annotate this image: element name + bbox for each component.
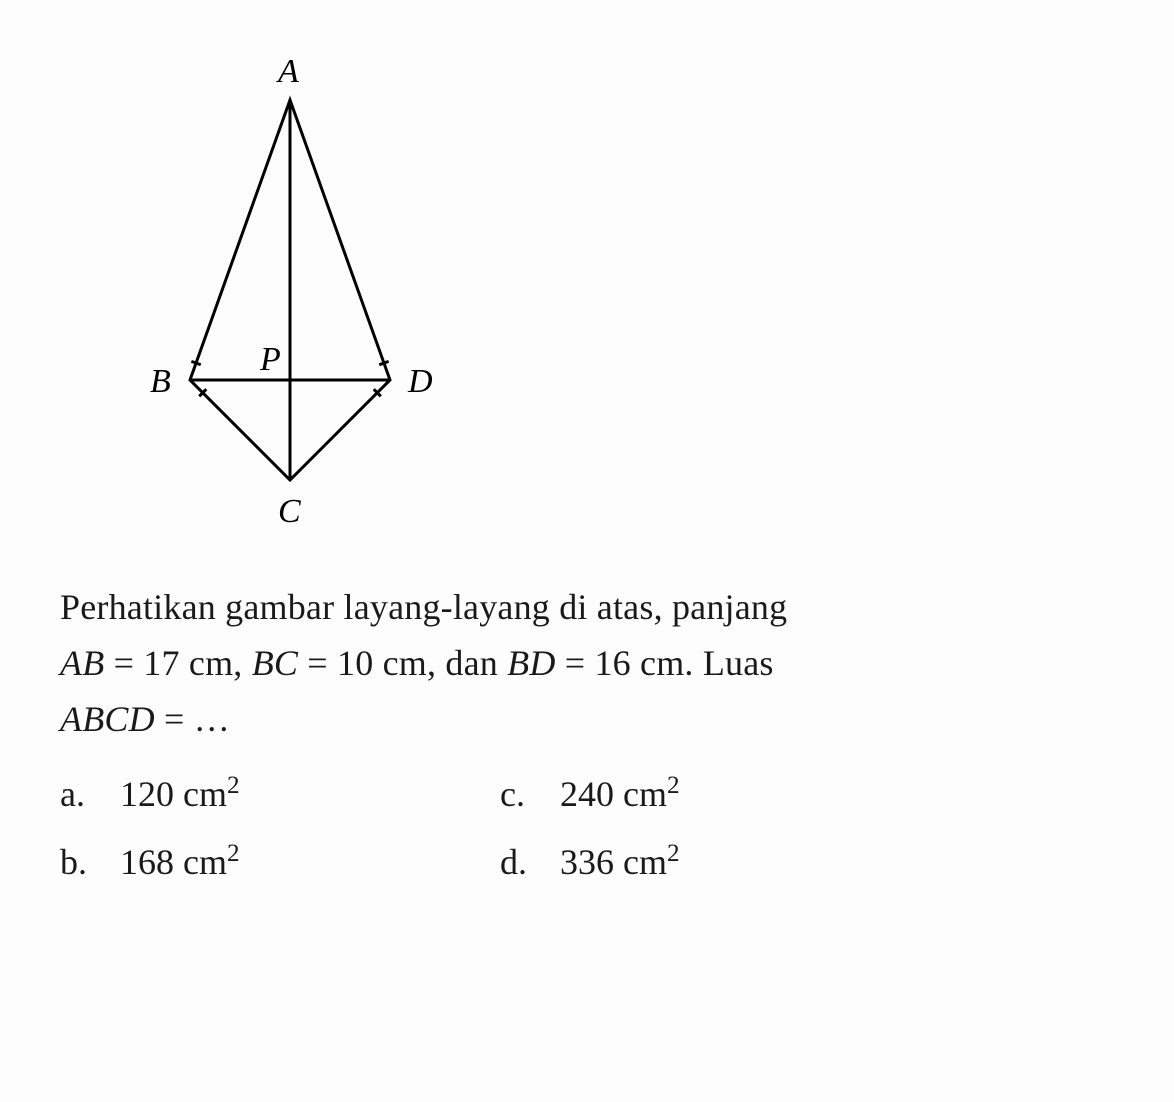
var-abcd: ABCD	[60, 699, 155, 739]
option-b-label: b.	[60, 841, 120, 883]
option-c: c. 240 cm2	[500, 772, 880, 815]
question-text: Perhatikan gambar layang-layang di atas,…	[60, 580, 1114, 747]
option-a: a. 120 cm2	[60, 772, 440, 815]
option-b-value: 168 cm2	[120, 840, 240, 883]
option-b: b. 168 cm2	[60, 840, 440, 883]
svg-text:A: A	[276, 53, 299, 90]
question-line-1: Perhatikan gambar layang-layang di atas,…	[60, 580, 1114, 636]
question-line-2: AB = 17 cm, BC = 10 cm, dan BD = 16 cm. …	[60, 636, 1114, 692]
option-c-label: c.	[500, 773, 560, 815]
val-bd: = 16 cm. Luas	[556, 643, 774, 683]
var-bd: BD	[507, 643, 555, 683]
question-line-3: ABCD = …	[60, 692, 1114, 748]
option-d: d. 336 cm2	[500, 840, 880, 883]
option-a-label: a.	[60, 773, 120, 815]
svg-text:C: C	[278, 493, 301, 530]
option-a-value: 120 cm2	[120, 772, 240, 815]
option-d-label: d.	[500, 841, 560, 883]
options-grid: a. 120 cm2 c. 240 cm2 b. 168 cm2 d. 336 …	[60, 772, 1114, 883]
diagram-area: A B C D P	[60, 40, 1114, 540]
val-ab: = 17 cm,	[104, 643, 251, 683]
page: ABCDP Perhatikan gambar layang-layang di…	[0, 0, 1174, 1102]
option-d-value: 336 cm2	[560, 840, 680, 883]
var-bc: BC	[252, 643, 298, 683]
equals-ellipsis: = …	[155, 699, 230, 739]
option-c-value: 240 cm2	[560, 772, 680, 815]
svg-text:D: D	[407, 363, 433, 400]
var-ab: AB	[60, 643, 104, 683]
kite-diagram: A B C D P	[60, 40, 480, 540]
svg-text:B: B	[150, 363, 171, 400]
val-bc: = 10 cm, dan	[298, 643, 507, 683]
svg-text:P: P	[259, 341, 281, 378]
